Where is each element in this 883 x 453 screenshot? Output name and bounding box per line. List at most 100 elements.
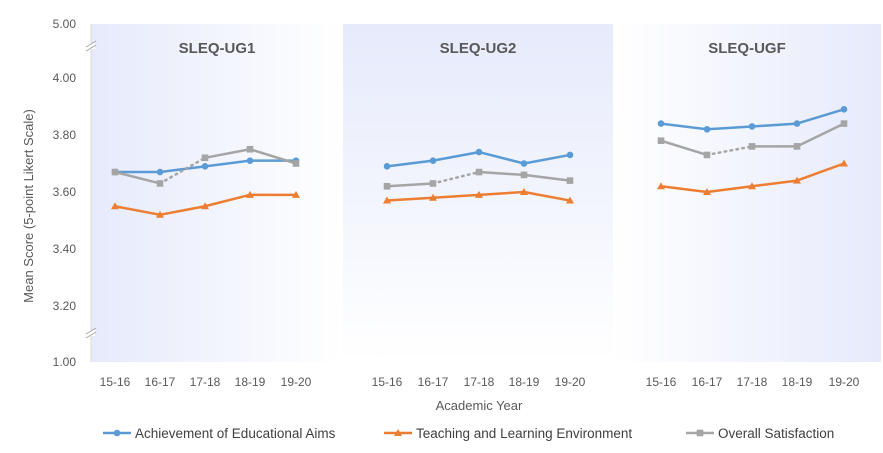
series-line-segment bbox=[477, 170, 526, 177]
series-line-segment bbox=[158, 205, 207, 217]
legend-entry-2: Teaching and Learning Environment bbox=[384, 426, 632, 441]
series-line-segment bbox=[522, 173, 572, 182]
series-line-segment bbox=[659, 185, 709, 194]
series-line-segment bbox=[477, 150, 526, 165]
panel-background-3 bbox=[613, 24, 881, 362]
series-line-segment bbox=[113, 170, 162, 185]
data-point-triangle bbox=[657, 182, 665, 190]
series-line-segment-dotted bbox=[431, 170, 481, 185]
data-point-triangle bbox=[793, 176, 801, 184]
y-tick-label: 3.60 bbox=[53, 185, 77, 199]
legend-marker-circle bbox=[113, 429, 121, 437]
legend-entry-3: Overall Satisfaction bbox=[686, 426, 834, 441]
x-tick-label: 15-16 bbox=[372, 375, 403, 389]
series-line-segment bbox=[795, 162, 846, 182]
data-point-triangle bbox=[201, 202, 209, 210]
x-tick-label: 16-17 bbox=[692, 375, 723, 389]
series-3-panel-3 bbox=[657, 120, 848, 159]
axis-break-gap-1 bbox=[87, 43, 95, 49]
x-tick-label: 16-17 bbox=[418, 375, 449, 389]
x-tick-label: 19-20 bbox=[555, 375, 586, 389]
panel-title-2: SLEQ-UG2 bbox=[440, 40, 517, 57]
series-3-panel-2 bbox=[383, 168, 574, 190]
x-tick-label: 18-19 bbox=[509, 375, 540, 389]
series-line-segment-dotted bbox=[705, 145, 754, 157]
series-line-segment bbox=[477, 190, 526, 197]
series-line-segment bbox=[158, 165, 207, 174]
data-point-square bbox=[566, 177, 574, 184]
series-line-segment bbox=[203, 148, 252, 160]
data-point-square bbox=[246, 145, 254, 153]
series-line-segment bbox=[385, 182, 435, 188]
series-line-segment bbox=[431, 150, 481, 162]
data-point-square bbox=[840, 120, 848, 127]
panel-background-1 bbox=[91, 24, 343, 362]
series-line-segment bbox=[705, 185, 754, 194]
series-line-segment-dotted bbox=[158, 156, 207, 185]
x-tick-label: 17-18 bbox=[737, 375, 768, 389]
data-point-triangle bbox=[156, 210, 164, 218]
legend-label: Overall Satisfaction bbox=[718, 426, 834, 441]
x-tick-label: 18-19 bbox=[782, 375, 813, 389]
data-point-square bbox=[156, 180, 164, 187]
series-line-segment bbox=[795, 122, 846, 148]
legend-entry-1: Achievement of Educational Aims bbox=[103, 426, 336, 441]
y-tick-label: 3.40 bbox=[53, 242, 77, 256]
data-point-triangle bbox=[475, 190, 483, 198]
axis-break-gap-2 bbox=[87, 330, 95, 336]
data-point-circle bbox=[156, 168, 164, 176]
axis-break-mark-2b bbox=[85, 331, 97, 339]
data-point-triangle bbox=[840, 159, 848, 167]
series-line-segment bbox=[203, 159, 252, 168]
x-axis-title: Academic Year bbox=[436, 398, 523, 413]
x-tick-label: 19-20 bbox=[829, 375, 860, 389]
data-point-triangle bbox=[748, 182, 756, 190]
data-point-circle bbox=[429, 157, 437, 164]
x-tick-label: 17-18 bbox=[190, 375, 221, 389]
y-axis-title: Mean Score (5-point Likert Scale) bbox=[21, 109, 36, 303]
series-line-segment bbox=[750, 179, 799, 188]
x-tick-label: 18-19 bbox=[235, 375, 266, 389]
data-point-square bbox=[201, 154, 209, 162]
y-tick-label: 1.00 bbox=[53, 355, 77, 369]
x-tick-label: 16-17 bbox=[145, 375, 176, 389]
data-point-triangle bbox=[111, 202, 119, 210]
data-point-circle bbox=[840, 106, 848, 113]
axis-break-mark-1a bbox=[85, 40, 97, 48]
data-point-circle bbox=[383, 163, 391, 170]
series-3-panel-1 bbox=[111, 145, 300, 187]
panel-title-1: SLEQ-UG1 bbox=[179, 40, 256, 57]
series-2-panel-3 bbox=[657, 159, 848, 195]
data-point-circle bbox=[657, 120, 665, 127]
series-line-segment bbox=[795, 108, 846, 125]
legend-label: Achievement of Educational Aims bbox=[135, 426, 336, 441]
series-line-segment bbox=[431, 193, 481, 199]
series-line-segment bbox=[248, 148, 298, 165]
data-point-square bbox=[657, 137, 665, 144]
x-tick-label: 15-16 bbox=[646, 375, 677, 389]
data-point-triangle bbox=[520, 188, 528, 195]
y-tick-label: 3.20 bbox=[53, 299, 77, 313]
series-line-segment bbox=[705, 125, 754, 131]
x-tick-label: 15-16 bbox=[100, 375, 131, 389]
data-point-circle bbox=[748, 123, 756, 130]
data-point-circle bbox=[475, 148, 483, 156]
series-line-segment bbox=[385, 196, 435, 202]
series-line-segment bbox=[522, 190, 572, 202]
series-line-segment bbox=[385, 159, 435, 168]
data-point-triangle bbox=[383, 196, 391, 204]
data-point-square bbox=[429, 180, 437, 187]
data-point-circle bbox=[566, 151, 574, 159]
data-point-circle bbox=[793, 120, 801, 127]
series-line-segment bbox=[203, 193, 252, 208]
data-point-square bbox=[793, 143, 801, 150]
legend-marker-square bbox=[696, 429, 704, 437]
series-2-panel-1 bbox=[111, 190, 300, 218]
data-point-circle bbox=[246, 157, 254, 164]
data-point-triangle bbox=[429, 193, 437, 201]
data-point-circle bbox=[520, 160, 528, 167]
data-point-triangle bbox=[246, 190, 254, 198]
data-point-square bbox=[748, 143, 756, 150]
y-tick-label: 4.00 bbox=[53, 71, 77, 85]
